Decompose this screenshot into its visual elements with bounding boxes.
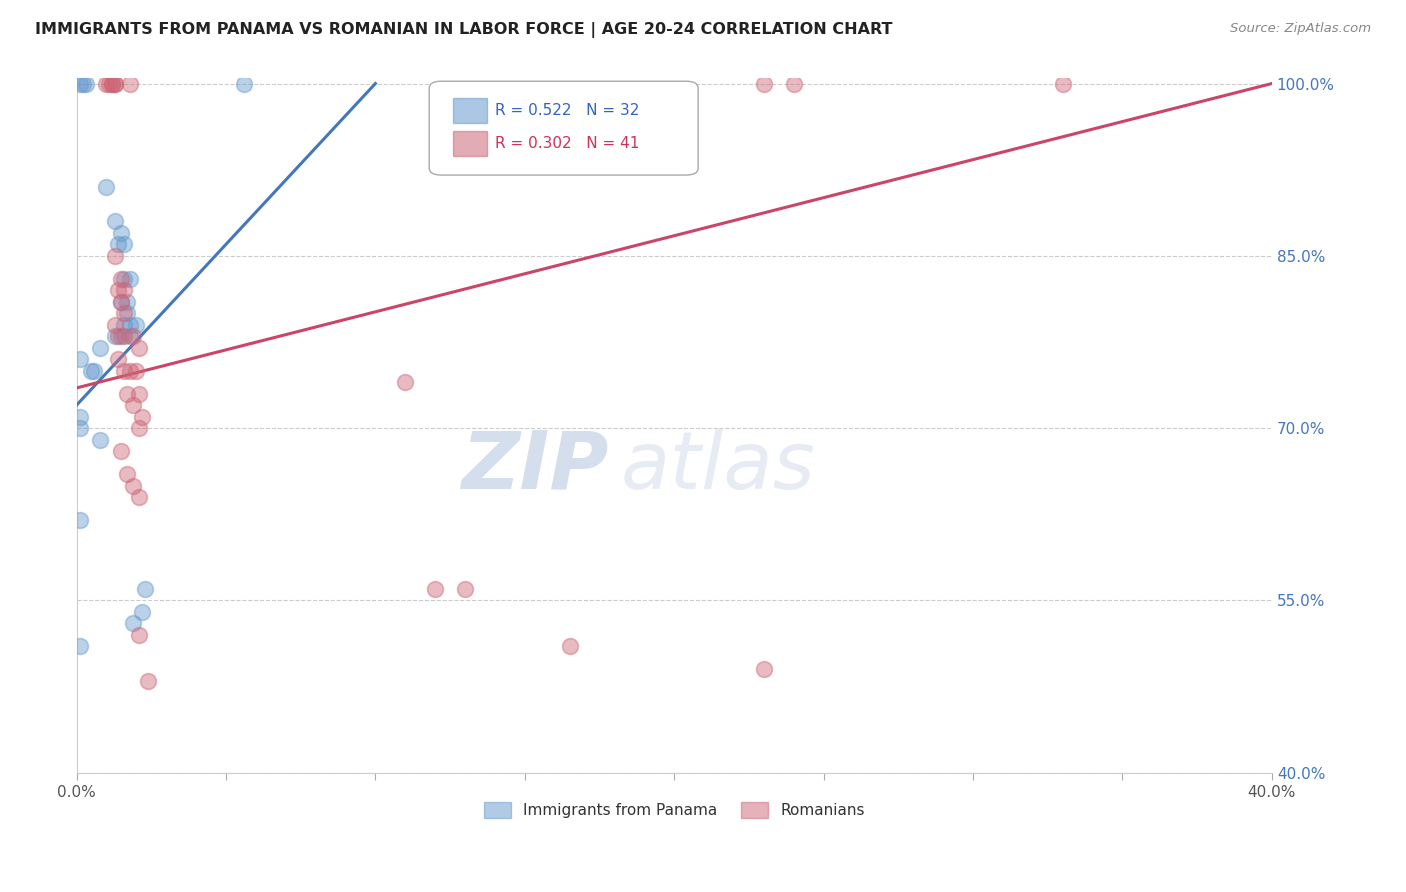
- Point: [69, 421, 91, 435]
- Point: [96, 77, 118, 91]
- Point: [89, 341, 111, 355]
- Point: [98, 77, 121, 91]
- Text: IMMIGRANTS FROM PANAMA VS ROMANIAN IN LABOR FORCE | AGE 20-24 CORRELATION CHART: IMMIGRANTS FROM PANAMA VS ROMANIAN IN LA…: [35, 22, 893, 38]
- Point: [69, 77, 91, 91]
- Point: [128, 386, 150, 401]
- Point: [122, 398, 145, 412]
- Point: [89, 433, 111, 447]
- Point: [125, 364, 148, 378]
- Point: [120, 329, 142, 343]
- Point: [104, 214, 127, 228]
- Point: [69, 640, 91, 654]
- Point: [107, 237, 129, 252]
- Point: [107, 352, 129, 367]
- Point: [232, 77, 254, 91]
- Point: [454, 582, 477, 596]
- Bar: [453, 130, 486, 155]
- Point: [104, 77, 127, 91]
- Point: [72, 77, 94, 91]
- Point: [112, 283, 135, 297]
- Point: [107, 329, 129, 343]
- FancyBboxPatch shape: [429, 81, 699, 175]
- Point: [69, 513, 91, 527]
- Point: [122, 616, 145, 631]
- Point: [104, 77, 127, 91]
- Point: [112, 237, 135, 252]
- Point: [122, 329, 145, 343]
- Point: [120, 364, 142, 378]
- Point: [120, 77, 142, 91]
- Point: [125, 318, 148, 332]
- Point: [104, 329, 127, 343]
- Point: [134, 582, 156, 596]
- Point: [558, 640, 581, 654]
- Point: [752, 662, 775, 676]
- Point: [112, 318, 135, 332]
- Point: [69, 352, 91, 367]
- Point: [117, 306, 139, 320]
- Point: [112, 272, 135, 286]
- Point: [136, 673, 159, 688]
- Point: [101, 77, 124, 91]
- Point: [110, 294, 132, 309]
- Point: [120, 272, 142, 286]
- Text: R = 0.522   N = 32: R = 0.522 N = 32: [495, 103, 640, 118]
- Point: [752, 77, 775, 91]
- Point: [101, 77, 124, 91]
- Point: [122, 478, 145, 492]
- Point: [425, 582, 447, 596]
- Point: [112, 364, 135, 378]
- Point: [117, 294, 139, 309]
- Text: ZIP: ZIP: [461, 428, 609, 506]
- Point: [394, 375, 416, 389]
- Text: R = 0.302   N = 41: R = 0.302 N = 41: [495, 136, 640, 151]
- Bar: [453, 98, 486, 123]
- Point: [131, 605, 153, 619]
- Point: [117, 467, 139, 481]
- Point: [104, 318, 127, 332]
- Point: [128, 341, 150, 355]
- Point: [128, 490, 150, 504]
- Point: [107, 283, 129, 297]
- Point: [112, 329, 135, 343]
- Point: [128, 628, 150, 642]
- Text: Source: ZipAtlas.com: Source: ZipAtlas.com: [1230, 22, 1371, 36]
- Point: [96, 180, 118, 194]
- Point: [83, 364, 105, 378]
- Text: atlas: atlas: [620, 428, 815, 506]
- Point: [104, 249, 127, 263]
- Point: [110, 272, 132, 286]
- Point: [128, 421, 150, 435]
- Point: [75, 77, 97, 91]
- Point: [112, 306, 135, 320]
- Point: [120, 318, 142, 332]
- Point: [110, 329, 132, 343]
- Point: [80, 364, 103, 378]
- Point: [110, 226, 132, 240]
- Point: [69, 409, 91, 424]
- Point: [131, 409, 153, 424]
- Point: [783, 77, 806, 91]
- Point: [110, 294, 132, 309]
- Point: [117, 386, 139, 401]
- Point: [110, 444, 132, 458]
- Legend: Immigrants from Panama, Romanians: Immigrants from Panama, Romanians: [478, 796, 870, 824]
- Point: [1052, 77, 1074, 91]
